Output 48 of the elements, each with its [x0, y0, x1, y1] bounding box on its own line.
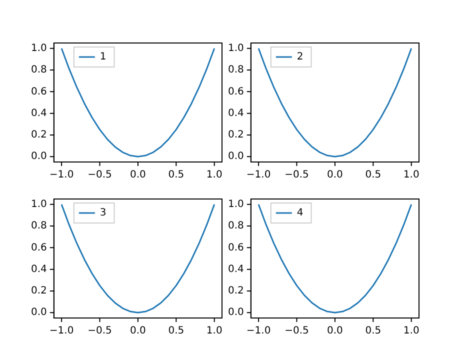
x-tick-label: −0.5 [88, 326, 112, 337]
legend-label: 4 [296, 208, 304, 219]
x-tick-label: 1.0 [403, 326, 420, 337]
x-tick-label: 1.0 [206, 326, 222, 337]
x-tick-label: 0.0 [130, 170, 146, 181]
x-tick-label: 0.5 [365, 326, 382, 337]
x-tick-label: 1.0 [206, 170, 222, 181]
y-tick-label: 0.0 [228, 307, 244, 318]
y-tick-label: 0.6 [30, 86, 47, 98]
y-tick-label: 0.4 [30, 264, 47, 275]
x-tick-label: 0.5 [168, 326, 184, 337]
y-tick-label: 1.0 [30, 43, 47, 54]
y-tick-label: 0.4 [228, 108, 244, 119]
y-tick-label: 0.0 [30, 307, 47, 318]
y-tick-label: 0.6 [228, 86, 244, 98]
y-tick-label: 0.6 [228, 242, 244, 254]
y-tick-label: 0.6 [30, 242, 47, 254]
x-tick-label: −1.0 [49, 170, 74, 181]
x-tick-label: −1.0 [49, 326, 74, 337]
y-tick-label: 0.4 [30, 108, 47, 119]
x-tick-label: −1.0 [246, 170, 271, 181]
y-tick-label: 0.8 [30, 220, 47, 232]
y-tick-label: 1.0 [228, 199, 244, 210]
x-tick-label: 1.0 [403, 170, 420, 181]
y-tick-label: 1.0 [228, 43, 244, 54]
x-tick-label: 0.0 [327, 326, 343, 337]
x-tick-label: −0.5 [284, 170, 309, 181]
y-tick-label: 1.0 [30, 199, 47, 210]
y-tick-label: 0.2 [30, 130, 47, 141]
y-tick-label: 0.4 [228, 264, 244, 275]
y-tick-label: 0.0 [30, 151, 47, 162]
y-tick-label: 0.8 [228, 220, 244, 232]
y-tick-label: 0.2 [228, 286, 244, 297]
y-tick-label: 0.8 [228, 64, 244, 76]
x-tick-label: −1.0 [246, 326, 271, 337]
x-tick-label: 0.5 [365, 170, 382, 181]
y-tick-label: 0.0 [228, 151, 244, 162]
x-tick-label: −0.5 [88, 170, 112, 181]
y-tick-label: 0.2 [228, 130, 244, 141]
legend-label: 2 [296, 52, 304, 63]
y-tick-label: 0.8 [30, 64, 47, 76]
y-tick-label: 0.2 [30, 286, 47, 297]
x-tick-label: −0.5 [284, 326, 309, 337]
legend-label: 1 [100, 52, 106, 63]
x-tick-label: 0.0 [130, 326, 146, 337]
x-tick-label: 0.5 [168, 170, 184, 181]
legend-label: 3 [100, 208, 106, 219]
x-tick-label: 0.0 [327, 170, 343, 181]
